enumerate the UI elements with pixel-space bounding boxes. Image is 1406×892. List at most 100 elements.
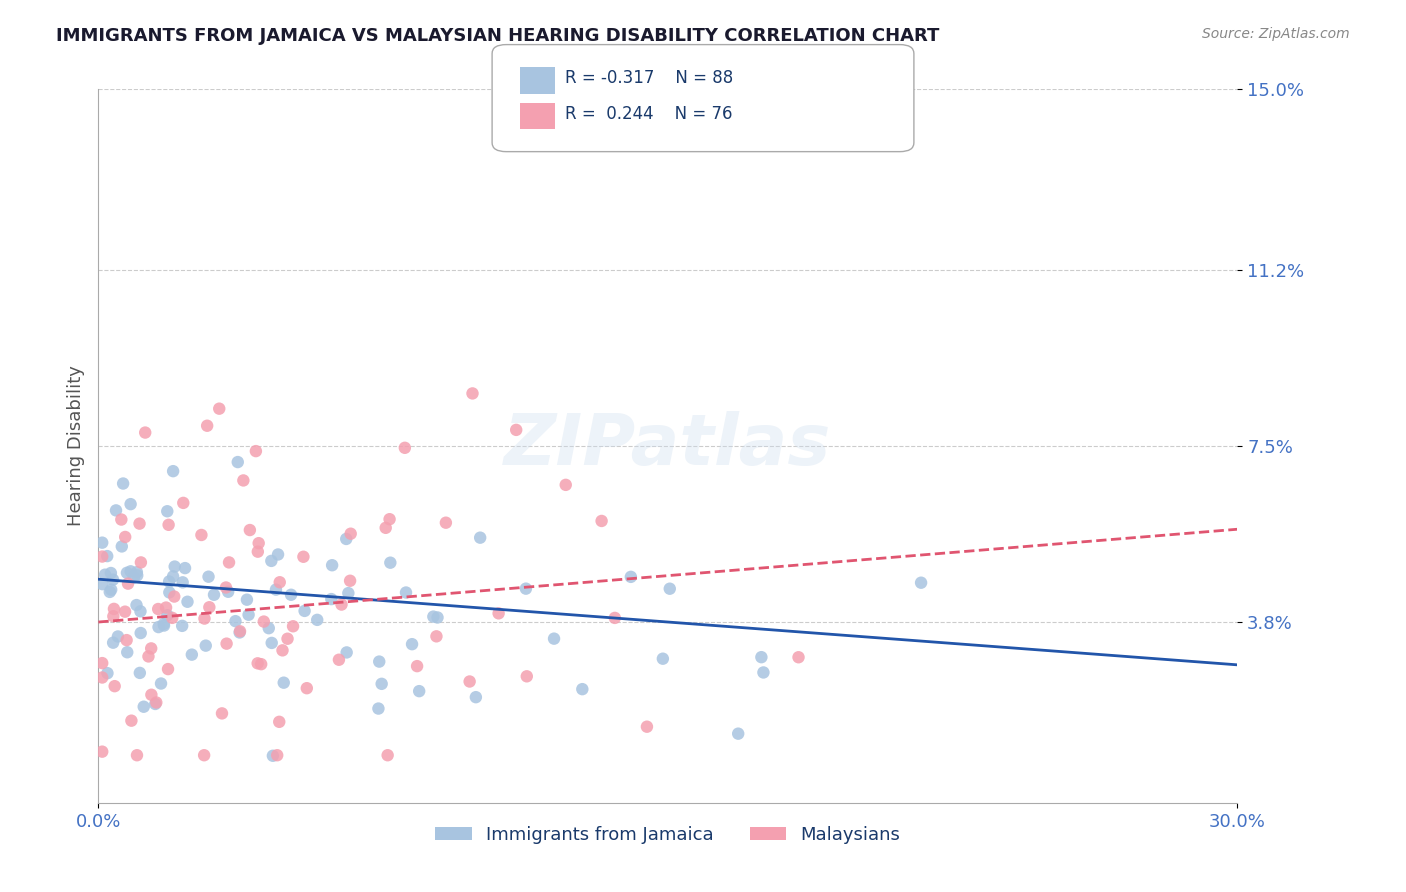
Point [202,588,225,602]
Point [215,581,238,595]
Point [125,598,148,612]
Point [253,615,276,629]
Point [292,549,315,564]
Point [406,659,429,673]
Point [238,607,260,622]
Point [273,675,295,690]
Point [226,455,249,469]
Point [246,544,269,558]
Point [193,611,215,625]
Point [194,639,217,653]
Point [461,386,484,401]
Point [162,464,184,478]
Point [157,662,180,676]
Point [434,516,457,530]
Point [174,561,197,575]
Point [246,657,269,671]
Point [426,610,449,624]
Point [103,609,125,624]
Point [132,699,155,714]
Point [148,620,170,634]
Point [458,674,481,689]
Point [157,574,180,589]
Point [153,618,176,632]
Point [271,643,294,657]
Point [339,526,361,541]
Y-axis label: Hearing Disability: Hearing Disability [66,366,84,526]
Point [229,624,252,639]
Point [96,549,118,563]
Point [280,588,302,602]
Point [277,632,299,646]
Point [394,441,416,455]
Point [211,706,233,721]
Text: IMMIGRANTS FROM JAMAICA VS MALAYSIAN HEARING DISABILITY CORRELATION CHART: IMMIGRANTS FROM JAMAICA VS MALAYSIAN HEA… [56,27,939,45]
Legend: Immigrants from Jamaica, Malaysians: Immigrants from Jamaica, Malaysians [429,819,907,851]
Point [218,556,240,570]
Point [157,517,180,532]
Point [143,697,166,711]
Point [408,684,430,698]
Point [378,512,401,526]
Point [245,444,267,458]
Point [91,577,114,591]
Point [370,677,392,691]
Point [141,641,163,656]
Point [395,585,418,599]
Point [658,582,681,596]
Point [91,671,114,685]
Point [215,637,238,651]
Point [128,665,150,680]
Point [134,425,156,440]
Point [125,565,148,579]
Point [193,748,215,763]
Point [101,573,124,587]
Point [488,607,510,621]
Point [94,567,117,582]
Point [232,474,254,488]
Point [295,681,318,696]
Point [250,657,273,672]
Point [96,666,118,681]
Point [208,401,231,416]
Point [236,592,259,607]
Point [516,669,538,683]
Text: ZIPatlas: ZIPatlas [505,411,831,481]
Point [281,619,304,633]
Point [368,655,391,669]
Point [727,726,749,740]
Point [112,476,135,491]
Point [339,574,361,588]
Point [224,614,246,628]
Point [571,682,593,697]
Point [163,590,186,604]
Point [470,531,492,545]
Point [260,636,283,650]
Text: R =  0.244    N = 76: R = 0.244 N = 76 [565,105,733,123]
Point [127,568,149,582]
Point [150,676,173,690]
Point [620,570,643,584]
Point [217,584,239,599]
Point [148,602,170,616]
Point [91,656,114,670]
Point [157,585,180,599]
Point [505,423,527,437]
Point [264,582,287,597]
Point [122,570,145,584]
Point [380,556,402,570]
Point [787,650,810,665]
Point [100,582,122,597]
Point [172,619,194,633]
Text: Source: ZipAtlas.com: Source: ZipAtlas.com [1202,27,1350,41]
Point [172,496,194,510]
Point [115,566,138,580]
Point [262,748,284,763]
Point [91,535,114,549]
Point [374,521,396,535]
Point [176,595,198,609]
Point [101,635,124,649]
Point [247,536,270,550]
Point [651,651,673,665]
Point [115,633,138,648]
